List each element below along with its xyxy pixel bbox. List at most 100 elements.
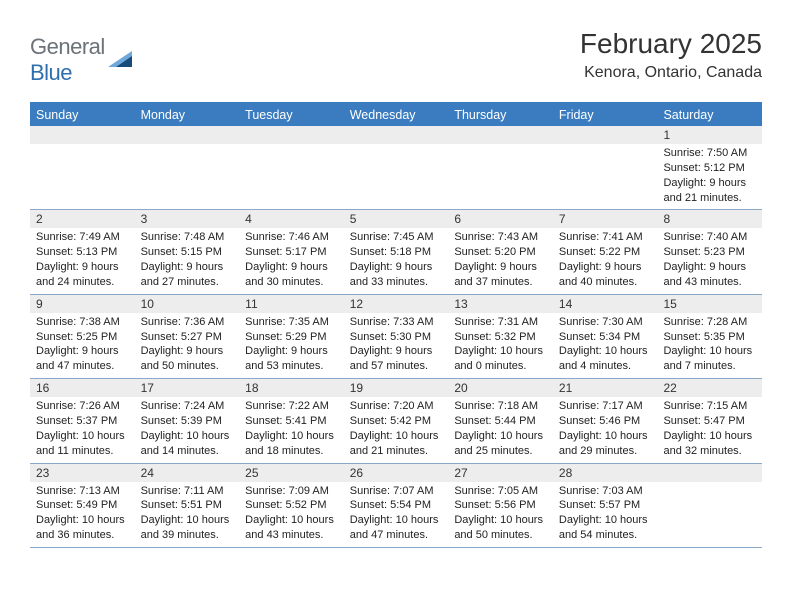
day-body: Sunrise: 7:15 AMSunset: 5:47 PMDaylight:… bbox=[657, 397, 762, 462]
brand-logo: General Blue bbox=[30, 34, 134, 86]
day-cell bbox=[553, 126, 658, 209]
day-number bbox=[135, 126, 240, 144]
weekday-header: Friday bbox=[553, 104, 658, 126]
day-number bbox=[30, 126, 135, 144]
day-number: 1 bbox=[657, 126, 762, 144]
day-number: 28 bbox=[553, 464, 658, 482]
day-cell: 9Sunrise: 7:38 AMSunset: 5:25 PMDaylight… bbox=[30, 295, 135, 378]
sunset-text: Sunset: 5:57 PM bbox=[559, 498, 652, 513]
day-body: Sunrise: 7:20 AMSunset: 5:42 PMDaylight:… bbox=[344, 397, 449, 462]
sunset-text: Sunset: 5:41 PM bbox=[245, 414, 338, 429]
daylight-text: Daylight: 10 hours and 7 minutes. bbox=[663, 344, 756, 374]
day-cell: 13Sunrise: 7:31 AMSunset: 5:32 PMDayligh… bbox=[448, 295, 553, 378]
month-title: February 2025 bbox=[580, 28, 762, 60]
daylight-text: Daylight: 9 hours and 57 minutes. bbox=[350, 344, 443, 374]
day-number: 8 bbox=[657, 210, 762, 228]
sunrise-text: Sunrise: 7:41 AM bbox=[559, 230, 652, 245]
sunrise-text: Sunrise: 7:11 AM bbox=[141, 484, 234, 499]
day-cell: 6Sunrise: 7:43 AMSunset: 5:20 PMDaylight… bbox=[448, 210, 553, 293]
week-row: 9Sunrise: 7:38 AMSunset: 5:25 PMDaylight… bbox=[30, 295, 762, 379]
day-cell: 5 Sunrise: 7:45 AMSunset: 5:18 PMDaylight… bbox=[344, 210, 449, 293]
day-body: Sunrise: 7:46 AMSunset: 5:17 PMDaylight:… bbox=[239, 228, 344, 293]
week-row: 1Sunrise: 7:50 AMSunset: 5:12 PMDaylight… bbox=[30, 126, 762, 210]
day-number: 5 bbox=[344, 210, 449, 228]
sunrise-text: Sunrise: 7:20 AM bbox=[350, 399, 443, 414]
day-cell: 22Sunrise: 7:15 AMSunset: 5:47 PMDayligh… bbox=[657, 379, 762, 462]
day-number: 12 bbox=[344, 295, 449, 313]
weekday-header: Tuesday bbox=[239, 104, 344, 126]
daylight-text: Daylight: 9 hours and 33 minutes. bbox=[350, 260, 443, 290]
sunset-text: Sunset: 5:20 PM bbox=[454, 245, 547, 260]
day-number bbox=[657, 464, 762, 482]
daylight-text: Daylight: 9 hours and 37 minutes. bbox=[454, 260, 547, 290]
brand-text: General Blue bbox=[30, 34, 105, 86]
day-body: Sunrise: 7:33 AMSunset: 5:30 PMDaylight:… bbox=[344, 313, 449, 378]
brand-part2: Blue bbox=[30, 60, 72, 85]
brand-part1: General bbox=[30, 34, 105, 59]
sunset-text: Sunset: 5:18 PM bbox=[350, 245, 443, 260]
day-body: Sunrise: 7:36 AMSunset: 5:27 PMDaylight:… bbox=[135, 313, 240, 378]
sunset-text: Sunset: 5:37 PM bbox=[36, 414, 129, 429]
day-number bbox=[344, 126, 449, 144]
sunrise-text: Sunrise: 7:05 AM bbox=[454, 484, 547, 499]
day-cell bbox=[30, 126, 135, 209]
weekday-header: Monday bbox=[135, 104, 240, 126]
day-body: Sunrise: 7:30 AMSunset: 5:34 PMDaylight:… bbox=[553, 313, 658, 378]
day-cell bbox=[657, 464, 762, 547]
day-number: 27 bbox=[448, 464, 553, 482]
sunset-text: Sunset: 5:29 PM bbox=[245, 330, 338, 345]
daylight-text: Daylight: 10 hours and 43 minutes. bbox=[245, 513, 338, 543]
sunset-text: Sunset: 5:13 PM bbox=[36, 245, 129, 260]
daylight-text: Daylight: 10 hours and 29 minutes. bbox=[559, 429, 652, 459]
day-body: Sunrise: 7:05 AMSunset: 5:56 PMDaylight:… bbox=[448, 482, 553, 547]
day-cell bbox=[344, 126, 449, 209]
weeks-container: 1Sunrise: 7:50 AMSunset: 5:12 PMDaylight… bbox=[30, 126, 762, 548]
day-number: 25 bbox=[239, 464, 344, 482]
sunset-text: Sunset: 5:51 PM bbox=[141, 498, 234, 513]
day-cell: 15Sunrise: 7:28 AMSunset: 5:35 PMDayligh… bbox=[657, 295, 762, 378]
sunrise-text: Sunrise: 7:28 AM bbox=[663, 315, 756, 330]
day-number bbox=[553, 126, 658, 144]
day-cell: 2Sunrise: 7:49 AMSunset: 5:13 PMDaylight… bbox=[30, 210, 135, 293]
sunset-text: Sunset: 5:15 PM bbox=[141, 245, 234, 260]
weekday-header: Saturday bbox=[657, 104, 762, 126]
daylight-text: Daylight: 10 hours and 11 minutes. bbox=[36, 429, 129, 459]
sunrise-text: Sunrise: 7:36 AM bbox=[141, 315, 234, 330]
sunset-text: Sunset: 5:47 PM bbox=[663, 414, 756, 429]
day-number: 23 bbox=[30, 464, 135, 482]
day-cell: 25 Sunrise: 7:09 AMSunset: 5:52 PMDayligh… bbox=[239, 464, 344, 547]
sunset-text: Sunset: 5:44 PM bbox=[454, 414, 547, 429]
day-cell: 20Sunrise: 7:18 AMSunset: 5:44 PMDayligh… bbox=[448, 379, 553, 462]
sunrise-text: Sunrise: 7:45 AM bbox=[350, 230, 443, 245]
sunset-text: Sunset: 5:35 PM bbox=[663, 330, 756, 345]
day-body: Sunrise: 7:22 AMSunset: 5:41 PMDaylight:… bbox=[239, 397, 344, 462]
sunrise-text: Sunrise: 7:03 AM bbox=[559, 484, 652, 499]
daylight-text: Daylight: 10 hours and 25 minutes. bbox=[454, 429, 547, 459]
sunrise-text: Sunrise: 7:26 AM bbox=[36, 399, 129, 414]
daylight-text: Daylight: 10 hours and 4 minutes. bbox=[559, 344, 652, 374]
sunset-text: Sunset: 5:23 PM bbox=[663, 245, 756, 260]
day-body: Sunrise: 7:48 AMSunset: 5:15 PMDaylight:… bbox=[135, 228, 240, 293]
sunrise-text: Sunrise: 7:07 AM bbox=[350, 484, 443, 499]
sunset-text: Sunset: 5:52 PM bbox=[245, 498, 338, 513]
sunset-text: Sunset: 5:39 PM bbox=[141, 414, 234, 429]
daylight-text: Daylight: 10 hours and 39 minutes. bbox=[141, 513, 234, 543]
day-number: 22 bbox=[657, 379, 762, 397]
location-text: Kenora, Ontario, Canada bbox=[580, 64, 762, 82]
daylight-text: Daylight: 9 hours and 40 minutes. bbox=[559, 260, 652, 290]
day-body: Sunrise: 7:49 AMSunset: 5:13 PMDaylight:… bbox=[30, 228, 135, 293]
day-cell: 26Sunrise: 7:07 AMSunset: 5:54 PMDayligh… bbox=[344, 464, 449, 547]
sunrise-text: Sunrise: 7:09 AM bbox=[245, 484, 338, 499]
day-body: Sunrise: 7:31 AMSunset: 5:32 PMDaylight:… bbox=[448, 313, 553, 378]
sunrise-text: Sunrise: 7:17 AM bbox=[559, 399, 652, 414]
weekday-header: Sunday bbox=[30, 104, 135, 126]
day-cell: 11Sunrise: 7:35 AMSunset: 5:29 PMDayligh… bbox=[239, 295, 344, 378]
day-body: Sunrise: 7:13 AMSunset: 5:49 PMDaylight:… bbox=[30, 482, 135, 547]
day-number: 10 bbox=[135, 295, 240, 313]
day-cell: 12Sunrise: 7:33 AMSunset: 5:30 PMDayligh… bbox=[344, 295, 449, 378]
daylight-text: Daylight: 10 hours and 54 minutes. bbox=[559, 513, 652, 543]
day-body: Sunrise: 7:26 AMSunset: 5:37 PMDaylight:… bbox=[30, 397, 135, 462]
daylight-text: Daylight: 9 hours and 24 minutes. bbox=[36, 260, 129, 290]
title-block: February 2025 Kenora, Ontario, Canada bbox=[580, 28, 762, 82]
day-body: Sunrise: 7:11 AMSunset: 5:51 PMDaylight:… bbox=[135, 482, 240, 547]
